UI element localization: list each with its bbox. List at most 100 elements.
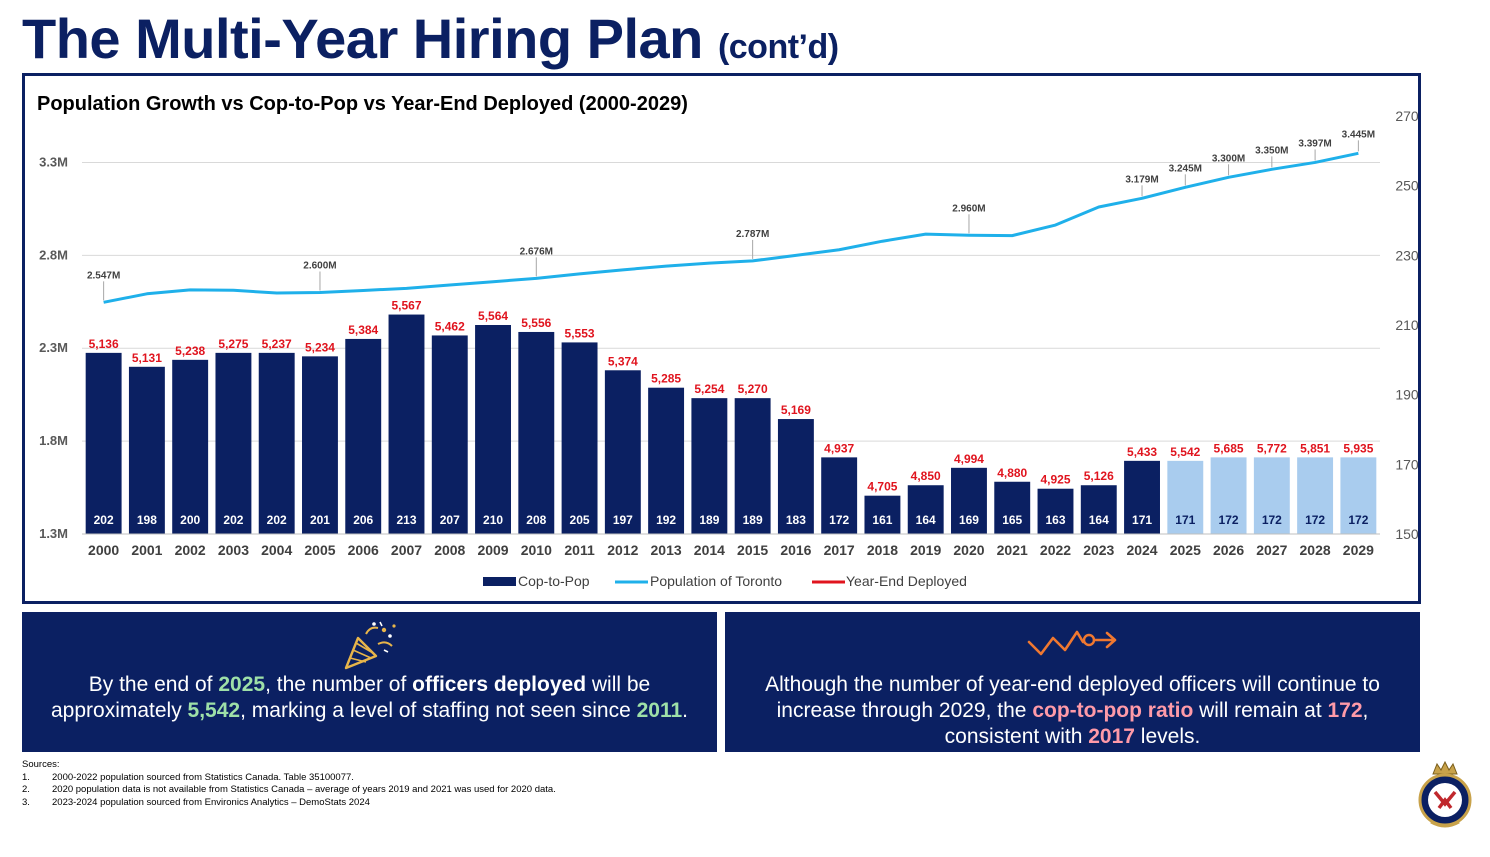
right-axis-tick-label: 150 bbox=[1395, 526, 1418, 542]
year-end-deployed-label: 5,285 bbox=[651, 372, 681, 386]
year-end-deployed-label: 5,564 bbox=[478, 309, 508, 323]
year-end-deployed-label: 5,275 bbox=[218, 337, 248, 351]
x-axis-year-label: 2004 bbox=[261, 542, 292, 558]
population-value-label: 2.787M bbox=[736, 229, 769, 240]
cop-to-pop-bar bbox=[1210, 457, 1247, 534]
cop-to-pop-bar bbox=[85, 352, 122, 534]
left-axis-tick-label: 2.3M bbox=[39, 340, 68, 355]
right-axis-tick-label: 270 bbox=[1395, 108, 1418, 124]
right-axis-tick-label: 230 bbox=[1395, 247, 1418, 263]
cop-to-pop-bar bbox=[951, 467, 987, 534]
sources-list: 1. 2000-2022 population sourced from Stat… bbox=[22, 772, 556, 810]
year-end-deployed-label: 4,937 bbox=[824, 441, 854, 455]
cop-to-pop-bar bbox=[734, 398, 771, 534]
year-end-deployed-label: 5,136 bbox=[89, 337, 119, 351]
x-axis-year-label: 2021 bbox=[997, 542, 1028, 558]
x-axis-year-label: 2025 bbox=[1170, 542, 1201, 558]
cop-to-pop-value-label: 213 bbox=[396, 513, 416, 527]
x-axis-year-label: 2017 bbox=[824, 542, 855, 558]
cop-to-pop-bar bbox=[128, 366, 165, 534]
year-end-deployed-label: 4,705 bbox=[867, 480, 897, 494]
chart-panel: Population Growth vs Cop-to-Pop vs Year-… bbox=[22, 73, 1421, 604]
year-end-deployed-label: 5,567 bbox=[391, 299, 421, 313]
cop-to-pop-value-label: 198 bbox=[137, 513, 157, 527]
cop-to-pop-bar bbox=[777, 419, 814, 534]
year-end-deployed-label: 4,880 bbox=[997, 466, 1027, 480]
cop-to-pop-bar bbox=[691, 398, 728, 534]
cop-to-pop-value-label: 172 bbox=[829, 513, 849, 527]
cop-to-pop-value-label: 171 bbox=[1175, 513, 1195, 527]
page-title: The Multi-Year Hiring Plan (cont’d) bbox=[22, 6, 839, 71]
cop-to-pop-value-label: 171 bbox=[1132, 513, 1152, 527]
year-end-deployed-label: 5,556 bbox=[521, 316, 551, 330]
cop-to-pop-bar bbox=[648, 387, 685, 534]
cop-to-pop-value-label: 202 bbox=[94, 513, 114, 527]
cop-to-pop-bar bbox=[215, 352, 252, 534]
cop-to-pop-value-label: 163 bbox=[1045, 513, 1065, 527]
cop-to-pop-value-label: 197 bbox=[613, 513, 633, 527]
cop-to-pop-value-label: 169 bbox=[959, 513, 979, 527]
year-end-deployed-label: 5,772 bbox=[1257, 441, 1287, 455]
page-title-suffix: (cont’d) bbox=[717, 28, 839, 66]
cop-to-pop-value-label: 164 bbox=[1089, 513, 1109, 527]
x-axis-year-label: 2024 bbox=[1126, 542, 1157, 558]
x-axis-year-label: 2011 bbox=[564, 542, 595, 558]
left-axis-tick-label: 1.8M bbox=[39, 433, 68, 448]
year-end-deployed-label: 5,553 bbox=[565, 326, 595, 340]
page-title-main: The Multi-Year Hiring Plan bbox=[22, 7, 703, 70]
x-axis-year-label: 2009 bbox=[477, 542, 508, 558]
cop-to-pop-bar bbox=[258, 352, 295, 534]
x-axis-year-label: 2010 bbox=[521, 542, 552, 558]
cop-to-pop-value-label: 172 bbox=[1262, 513, 1282, 527]
combo-chart: 1.3M 1.8M 2.3M 2.8M 3.3M 150 170 190 210 230 250 27… bbox=[39, 108, 1418, 589]
cop-to-pop-bar bbox=[388, 314, 425, 534]
cop-to-pop-value-label: 207 bbox=[440, 513, 460, 527]
year-end-deployed-label: 5,851 bbox=[1300, 441, 1330, 455]
year-end-deployed-label: 5,169 bbox=[781, 403, 811, 417]
cop-to-pop-value-label: 192 bbox=[656, 513, 676, 527]
x-axis-year-label: 2014 bbox=[694, 542, 725, 558]
cop-to-pop-value-label: 189 bbox=[743, 513, 763, 527]
right-axis-tick-label: 250 bbox=[1395, 178, 1418, 194]
x-axis-year-label: 2018 bbox=[867, 542, 898, 558]
cop-to-pop-value-label: 200 bbox=[180, 513, 200, 527]
x-axis-year-label: 2022 bbox=[1040, 542, 1071, 558]
callout-right-text: Although the number of year-end deployed… bbox=[765, 673, 1380, 748]
population-value-label: 3.300M bbox=[1212, 153, 1245, 164]
x-axis-year-label: 2002 bbox=[175, 542, 206, 558]
year-end-deployed-label: 5,384 bbox=[348, 323, 378, 337]
callout-cop-to-pop: Although the number of year-end deployed… bbox=[725, 612, 1420, 752]
cop-to-pop-value-label: 205 bbox=[570, 513, 590, 527]
year-end-deployed-label: 5,238 bbox=[175, 344, 205, 358]
year-end-deployed-label: 5,131 bbox=[132, 351, 162, 365]
year-end-deployed-label: 5,234 bbox=[305, 340, 335, 354]
year-end-deployed-label: 5,270 bbox=[738, 382, 768, 396]
cop-to-pop-value-label: 164 bbox=[916, 513, 936, 527]
cop-to-pop-bar bbox=[864, 495, 901, 534]
x-axis-year-label: 2029 bbox=[1343, 542, 1374, 558]
cop-to-pop-bar bbox=[821, 457, 858, 534]
cop-to-pop-value-label: 201 bbox=[310, 513, 330, 527]
trend-arrow-icon bbox=[1027, 630, 1116, 656]
party-popper-icon bbox=[344, 621, 396, 670]
police-crest-logo bbox=[1418, 760, 1472, 828]
x-axis-year-label: 2007 bbox=[391, 542, 422, 558]
x-axis-year-label: 2028 bbox=[1300, 542, 1331, 558]
left-axis-tick-label: 1.3M bbox=[39, 526, 68, 541]
legend-label-population: Population of Toronto bbox=[650, 573, 782, 589]
cop-to-pop-bar bbox=[907, 485, 944, 534]
chart-title: Population Growth vs Cop-to-Pop vs Year-… bbox=[37, 93, 688, 115]
legend-label-year-end-deployed: Year-End Deployed bbox=[846, 573, 967, 589]
cop-to-pop-bar bbox=[1037, 488, 1074, 534]
year-end-deployed-label: 4,925 bbox=[1040, 473, 1070, 487]
cop-to-pop-value-label: 189 bbox=[699, 513, 719, 527]
year-end-deployed-label: 5,685 bbox=[1214, 441, 1244, 455]
x-axis-year-label: 2006 bbox=[348, 542, 379, 558]
year-end-deployed-label: 5,126 bbox=[1084, 469, 1114, 483]
x-axis-year-label: 2016 bbox=[780, 542, 811, 558]
cop-to-pop-value-label: 202 bbox=[267, 513, 287, 527]
x-axis-year-label: 2000 bbox=[88, 542, 119, 558]
x-axis-year-label: 2019 bbox=[910, 542, 941, 558]
population-value-label: 3.445M bbox=[1342, 129, 1375, 140]
legend-label-cop-to-pop: Cop-to-Pop bbox=[518, 573, 590, 589]
